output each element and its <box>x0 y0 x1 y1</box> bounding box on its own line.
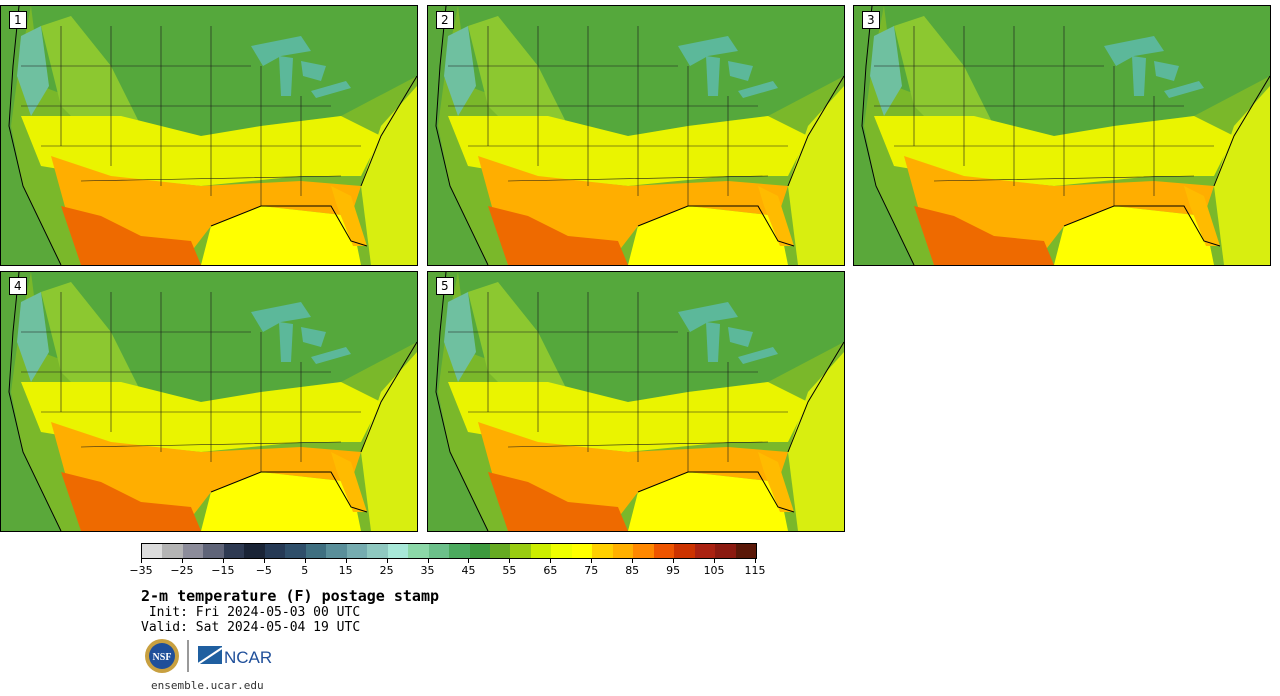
colorbar-ticks: −35 −25 −15 −5 5 15 25 35 45 55 65 75 85 95 105 115 <box>129 558 766 578</box>
colorbar-swatch <box>694 544 716 558</box>
figure-title: 2-m temperature (F) postage stamp <box>141 587 440 605</box>
colorbar-tick <box>141 558 142 563</box>
colorbar-swatch <box>285 544 306 558</box>
ncar-logo: NCAR <box>197 646 272 667</box>
colorbar-swatch <box>612 544 634 558</box>
colorbar-tick <box>345 558 347 563</box>
postage-stamp-5: 5 <box>427 271 845 532</box>
colorbar-tick-label: 55 <box>502 564 517 577</box>
colorbar-swatch <box>203 544 224 558</box>
colorbar-tick-label: 15 <box>338 564 353 577</box>
colorbar-tick-label: 35 <box>420 564 435 577</box>
stamp-number-4: 4 <box>9 277 27 295</box>
colorbar-swatch <box>387 544 409 558</box>
temperature-map-4 <box>1 272 417 531</box>
colorbar-tick-label: 95 <box>666 564 681 577</box>
colorbar-tick <box>714 558 716 563</box>
colorbar-swatch <box>489 544 511 558</box>
colorbar-swatch <box>715 544 736 558</box>
colorbar-tick-label: −35 <box>129 564 153 577</box>
nsf-logo: NSF <box>145 639 179 673</box>
nsf-logo-text: NSF <box>153 652 172 663</box>
colorbar-tick <box>509 558 511 563</box>
website-url: ensemble.ucar.edu <box>151 679 264 692</box>
colorbar-swatch <box>408 544 429 558</box>
colorbar-swatch <box>735 544 757 558</box>
colorbar-swatch <box>571 544 593 558</box>
colorbar-tick <box>591 558 593 563</box>
colorbar-swatch <box>469 544 490 558</box>
colorbar-tick-label: 5 <box>301 564 309 577</box>
colorbar-tick <box>468 558 470 563</box>
colorbar-tick <box>386 558 388 563</box>
colorbar-swatch <box>264 544 286 558</box>
colorbar-swatch <box>182 544 204 558</box>
colorbar-tick-label: −25 <box>170 564 194 577</box>
colorbar-tick <box>755 558 756 563</box>
colorbar-swatch <box>244 544 265 558</box>
colorbar-tick <box>550 558 552 563</box>
colorbar-tick <box>632 558 634 563</box>
colorbar-swatch <box>326 544 347 558</box>
colorbar-tick <box>427 558 429 563</box>
ncar-logo-text: NCAR <box>224 648 272 667</box>
stamp-number-2: 2 <box>436 11 454 29</box>
colorbar-swatch <box>449 544 470 558</box>
postage-stamp-1: 1 <box>0 5 418 266</box>
colorbar-tick <box>222 558 224 563</box>
colorbar-tick-label: 105 <box>703 564 725 577</box>
colorbar-tick-label: −15 <box>211 564 235 577</box>
colorbar-swatch <box>305 544 327 558</box>
postage-stamp-4: 4 <box>0 271 418 532</box>
colorbar-tick <box>673 558 675 563</box>
colorbar-swatch <box>551 544 572 558</box>
colorbar-tick-label: 75 <box>584 564 599 577</box>
colorbar-tick-label: 65 <box>543 564 558 577</box>
stamp-number-1: 1 <box>9 11 27 29</box>
sponsor-logos: NSF NCAR <box>145 639 272 673</box>
temperature-map-5 <box>428 272 844 531</box>
temperature-map-1 <box>1 6 417 265</box>
postage-stamp-2: 2 <box>427 5 845 266</box>
colorbar-swatch <box>142 544 163 558</box>
colorbar-swatch <box>428 544 450 558</box>
postage-stamp-3: 3 <box>853 5 1271 266</box>
colorbar-swatch <box>653 544 675 558</box>
init-time: Init: Fri 2024-05-03 00 UTC <box>141 605 361 620</box>
colorbar-swatch <box>674 544 695 558</box>
colorbar-swatch <box>633 544 654 558</box>
colorbar-swatch <box>367 544 388 558</box>
colorbar-swatch <box>592 544 613 558</box>
temperature-map-2 <box>428 6 844 265</box>
colorbar-tick <box>181 558 183 563</box>
colorbar-swatch <box>346 544 368 558</box>
colorbar-tick-label: 25 <box>379 564 394 577</box>
temperature-colorbar <box>141 543 757 559</box>
colorbar-tick-label: 85 <box>625 564 640 577</box>
colorbar-swatch <box>530 544 552 558</box>
stamp-number-5: 5 <box>436 277 454 295</box>
colorbar-tick-label: 45 <box>461 564 476 577</box>
valid-time: Valid: Sat 2024-05-04 19 UTC <box>141 620 361 635</box>
colorbar-tick <box>263 558 265 563</box>
colorbar-tick-label: −5 <box>255 564 272 577</box>
colorbar-swatch <box>162 544 183 558</box>
temperature-map-3 <box>854 6 1270 265</box>
colorbar-tick <box>304 558 306 563</box>
stamp-number-3: 3 <box>862 11 880 29</box>
colorbar-swatch <box>510 544 531 558</box>
colorbar-tick-label: 115 <box>744 564 766 577</box>
colorbar-swatch <box>223 544 245 558</box>
